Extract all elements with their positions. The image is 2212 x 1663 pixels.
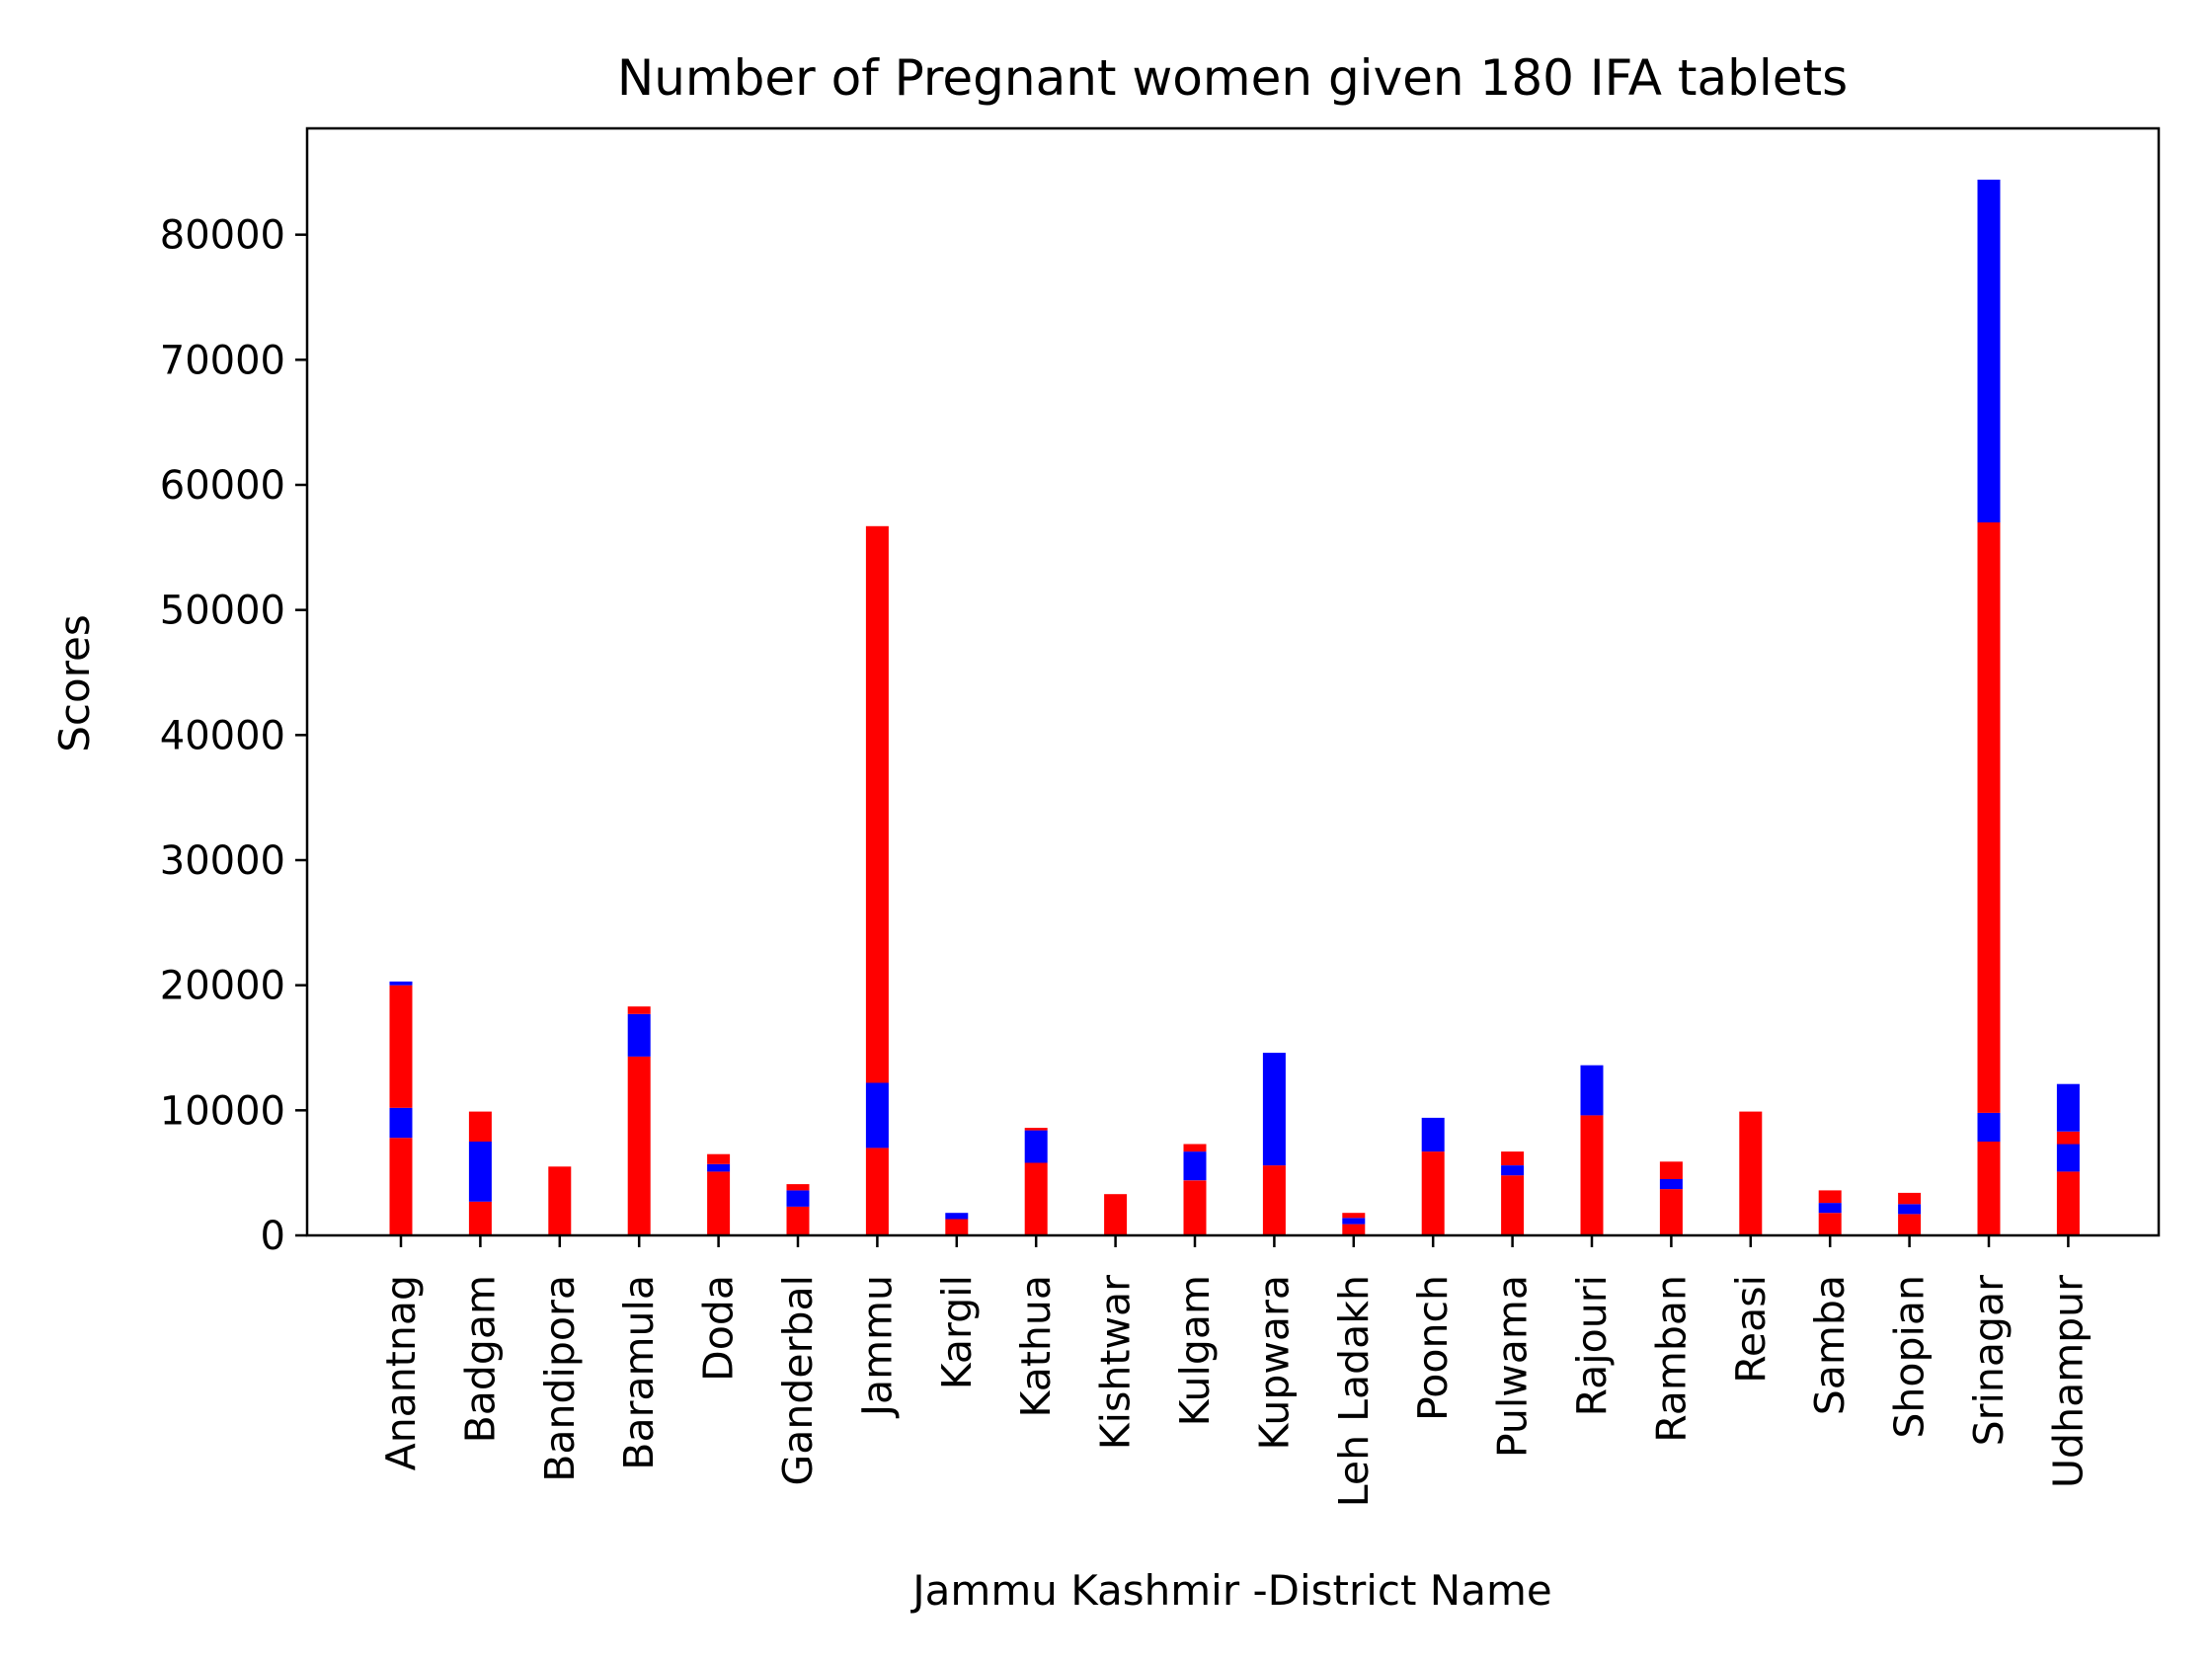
x-tick-label: Kulgam [1171,1275,1219,1426]
x-tick-label: Samba [1806,1275,1854,1415]
y-tick-label: 50000 [160,589,285,634]
bar-segment-pulwama [1501,1175,1525,1235]
x-tick-label: Baramula [615,1275,663,1470]
x-tick-label: Ramban [1647,1275,1695,1443]
bar-segment-kargil [945,1213,969,1220]
bar-segment-kathua [1024,1130,1048,1163]
bar-segment-kulgam [1183,1151,1207,1181]
x-tick-label: Pulwama [1489,1275,1537,1458]
y-axis: 0 10000 20000 30000 40000 50000 60000 70000 8000… [160,213,307,1259]
bar-segment-udhampur [2056,1171,2080,1235]
bar-segment-ganderbal [786,1184,810,1191]
x-tick-label: Kargil [933,1275,981,1389]
y-tick-label: 40000 [160,713,285,758]
bar-segment-reasi [1739,1111,1763,1235]
x-tick-label: Kishtwar [1092,1275,1140,1450]
x-tick-label: Badgam [456,1275,504,1443]
bar-segment-poonch [1421,1151,1445,1235]
x-tick-label: Shopian [1886,1275,1934,1439]
chart-title: Number of Pregnant women given 180 IFA t… [617,49,1848,107]
bar-segment-anantnag [389,985,413,1108]
bar-segment-baramula [627,1013,651,1057]
bar-segment-srinagar [1977,1112,2001,1142]
bar-segment-badgam [468,1201,492,1235]
bar-segment-leh-ladakh [1342,1218,1366,1225]
bar-segment-ganderbal [786,1190,810,1207]
bar-segment-shopian [1898,1192,1922,1205]
x-tick-label: Doda [695,1275,743,1382]
bar-segment-badgam [468,1111,492,1142]
bar-segment-pulwama [1501,1165,1525,1176]
x-tick-label: Srinagar [1965,1275,2013,1447]
x-tick-label: Ganderbal [774,1275,822,1486]
bar-segment-srinagar [1977,522,2001,1113]
bars-layer [389,179,2080,1235]
bar-segment-doda [707,1163,731,1172]
bar-segment-leh-ladakh [1342,1224,1366,1235]
bar-segment-samba [1818,1213,1842,1235]
bar-segment-anantnag [389,1138,413,1235]
bar-segment-jammu [865,525,889,1083]
bar-segment-kupwara [1262,1053,1286,1166]
y-tick-label: 30000 [160,838,285,884]
bar-segment-leh-ladakh [1342,1213,1366,1219]
x-tick-label: Kupwara [1250,1275,1298,1451]
bar-segment-udhampur [2056,1083,2080,1132]
x-axis: Anantnag Badgam Bandipora Baramula Doda Gande… [377,1235,2092,1507]
bar-segment-udhampur [2056,1144,2080,1172]
bar-segment-shopian [1898,1204,1922,1215]
bar-segment-kishtwar [1104,1194,1128,1235]
bar-segment-shopian [1898,1214,1922,1235]
bar-segment-baramula [627,1006,651,1014]
bar-segment-pulwama [1501,1151,1525,1165]
bar-segment-kulgam [1183,1180,1207,1235]
bar-segment-srinagar [1977,179,2001,522]
y-tick-label: 70000 [160,338,285,383]
x-tick-label: Kathua [1012,1275,1060,1417]
bar-segment-srinagar [1977,1142,2001,1235]
bar-segment-doda [707,1171,731,1235]
y-tick-label: 80000 [160,213,285,259]
x-tick-label: Anantnag [377,1275,425,1470]
y-tick-label: 10000 [160,1088,285,1134]
bar-segment-rajouri [1580,1115,1604,1235]
bar-segment-baramula [627,1056,651,1235]
bar-segment-samba [1818,1203,1842,1214]
bar-segment-poonch [1421,1117,1445,1152]
x-tick-label: Rajouri [1568,1275,1616,1416]
bar-segment-jammu [865,1082,889,1148]
bar-segment-ganderbal [786,1206,810,1235]
bar-segment-bandipora [548,1166,572,1235]
bar-segment-anantnag [389,981,413,986]
bar-segment-badgam [468,1142,492,1202]
bar-segment-udhampur [2056,1131,2080,1145]
y-axis-label: Scores [50,614,99,752]
x-tick-label: Udhampur [2044,1275,2092,1488]
x-tick-label: Bandipora [536,1275,584,1482]
y-tick-label: 0 [261,1214,285,1259]
bar-segment-anantnag [389,1107,413,1139]
bar-segment-doda [707,1153,731,1164]
x-tick-label: Poonch [1409,1275,1457,1421]
plot-frame [305,126,2161,1237]
bar-segment-ramban [1659,1161,1683,1179]
bar-segment-kargil [945,1219,969,1235]
x-axis-label: Jammu Kashmir -District Name [909,1566,1551,1615]
bar-segment-kathua [1024,1162,1048,1235]
bar-segment-ramban [1659,1189,1683,1235]
bar-segment-samba [1818,1190,1842,1204]
bar-segment-kathua [1024,1128,1048,1131]
bar-segment-kupwara [1262,1165,1286,1235]
x-tick-label: Leh Ladakh [1330,1275,1378,1507]
bar-segment-rajouri [1580,1065,1604,1116]
y-tick-label: 60000 [160,463,285,509]
x-tick-label: Jammu [853,1275,901,1419]
x-tick-label: Reasi [1727,1275,1775,1384]
bar-segment-ramban [1659,1179,1683,1190]
bar-segment-kulgam [1183,1144,1207,1152]
y-tick-label: 20000 [160,964,285,1009]
bar-segment-jammu [865,1148,889,1235]
